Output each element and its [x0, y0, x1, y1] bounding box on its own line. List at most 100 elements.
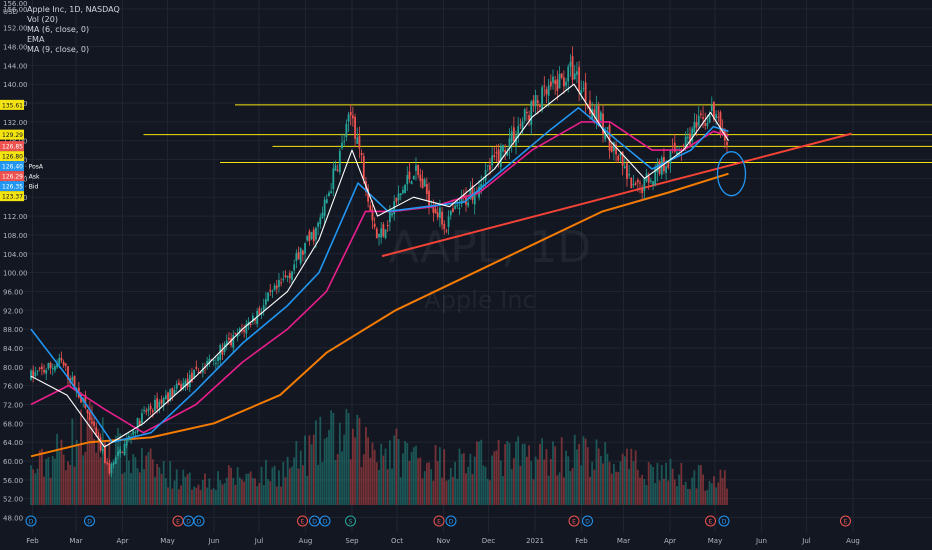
volume-bar — [621, 453, 624, 505]
candle-body — [347, 114, 350, 122]
volume-bar — [425, 463, 428, 505]
candle-body — [417, 164, 420, 175]
candle-body — [334, 165, 337, 171]
candle-body — [354, 117, 356, 139]
volume-bar — [297, 468, 300, 505]
volume-bar — [606, 453, 609, 505]
legend-ema[interactable]: EMA — [27, 35, 45, 44]
candle-body — [386, 225, 389, 227]
price-badge-label: 126.85 — [2, 144, 23, 151]
candle-body — [145, 410, 148, 412]
time-axis[interactable]: Feb Mar Apr May Jun Jul Aug Sep Oct Nov Dec 2021 Feb… — [26, 537, 860, 545]
legend-volume[interactable]: Vol (20) — [27, 15, 58, 24]
candle-body — [704, 123, 707, 126]
candle-body — [469, 188, 472, 199]
candle-body — [247, 321, 250, 326]
volume-bar — [412, 447, 415, 505]
time-tick-label: Mar — [69, 537, 82, 545]
candle-body — [388, 212, 391, 223]
volume-bar — [347, 412, 350, 505]
volume-bar — [271, 467, 274, 505]
volume-bar — [532, 479, 535, 505]
candle-body — [182, 383, 185, 390]
volume-bar — [62, 454, 65, 505]
volume-bar — [639, 477, 641, 505]
volume-bar — [462, 453, 465, 505]
candle-body — [51, 368, 54, 370]
candle-body — [428, 190, 430, 206]
volume-bar — [306, 475, 309, 505]
candle-body — [141, 413, 143, 424]
candle-body — [630, 177, 633, 189]
volume-bar — [119, 433, 122, 505]
volume-bar — [40, 448, 43, 505]
candle-body — [649, 180, 652, 182]
volume-bar — [582, 436, 585, 505]
ema-line — [30, 107, 729, 444]
candle-body — [71, 377, 74, 381]
volume-bar — [369, 457, 372, 505]
ma6-polyline — [30, 83, 729, 448]
candle-body — [567, 66, 570, 82]
price-badge — [0, 181, 24, 192]
candle-body — [615, 144, 617, 155]
volume-bar — [54, 458, 56, 505]
volume-bar — [471, 474, 474, 505]
volume-bar — [656, 462, 659, 505]
candle-body — [251, 315, 254, 323]
volume-bar — [475, 441, 478, 505]
volume-bar — [465, 473, 467, 505]
volume-bar — [251, 477, 254, 505]
candle-body — [338, 150, 341, 173]
volume-bar — [77, 445, 80, 505]
volume-bar — [338, 422, 341, 505]
volume-bar — [147, 451, 150, 505]
volume-bar — [278, 470, 280, 505]
time-tick-label: Jun — [755, 537, 767, 545]
candle-body — [369, 205, 372, 212]
candle-body — [86, 409, 89, 414]
event-marker — [840, 515, 851, 527]
volume-bar — [193, 486, 196, 505]
volume-bar — [110, 472, 113, 505]
candle-body — [419, 174, 422, 181]
candle-body — [62, 361, 65, 366]
candle-body — [421, 178, 424, 189]
candle-body — [380, 228, 383, 238]
horizontal-levels[interactable] — [143, 104, 932, 164]
legend-symbol[interactable]: Apple Inc, 1D, NASDAQ — [27, 5, 120, 14]
candle-body — [415, 165, 417, 171]
legend-ma6[interactable]: MA (6, close, 0) — [27, 25, 90, 34]
volume-bar — [652, 466, 654, 505]
ellipse-annotation[interactable] — [716, 151, 747, 197]
candle-body — [280, 282, 283, 284]
volume-bar — [132, 454, 135, 505]
candle-body — [67, 366, 69, 380]
candle-body — [565, 81, 567, 86]
volume-bar — [106, 461, 109, 505]
volume-bar — [584, 438, 587, 505]
candle-body — [536, 100, 539, 104]
volume-bars — [30, 400, 728, 505]
ma6-line — [30, 83, 729, 448]
volume-bar — [449, 467, 452, 505]
candle-body — [617, 156, 620, 161]
volume-bar — [391, 468, 393, 505]
trendline[interactable] — [381, 132, 852, 258]
candle-body — [325, 199, 328, 204]
volume-bar — [151, 459, 154, 505]
price-badge-label: 126.29 · Ask — [2, 174, 40, 181]
volume-bar — [112, 459, 115, 505]
volume-bar — [328, 429, 330, 505]
candle-body — [549, 81, 552, 87]
volume-bar — [695, 488, 698, 505]
watermark: AAPL, 1D Apple Inc — [389, 222, 591, 314]
candle-body — [93, 421, 95, 426]
legend-ma9[interactable]: MA (9, close, 0) — [27, 45, 90, 54]
volume-bar — [345, 408, 348, 505]
volume-bar — [208, 478, 211, 505]
candle-body — [38, 367, 41, 369]
candle-body — [447, 216, 450, 227]
